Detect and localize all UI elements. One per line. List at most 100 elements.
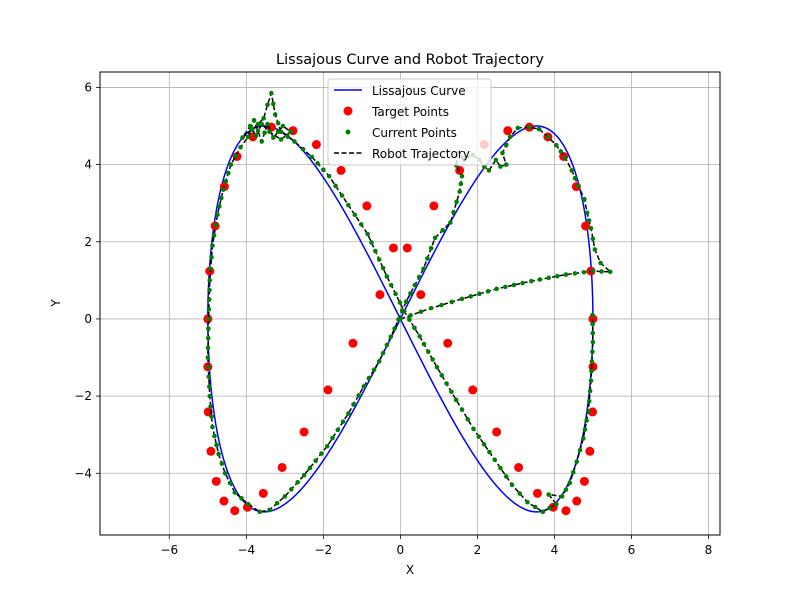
current-point bbox=[537, 277, 543, 282]
current-point bbox=[581, 269, 587, 275]
current-point bbox=[206, 384, 212, 389]
current-point bbox=[249, 127, 255, 133]
current-point bbox=[376, 359, 382, 364]
current-point bbox=[592, 247, 598, 252]
current-point bbox=[207, 393, 213, 399]
current-point bbox=[529, 278, 534, 284]
current-point bbox=[412, 325, 417, 331]
current-point bbox=[206, 364, 211, 370]
current-point bbox=[546, 492, 551, 497]
current-point bbox=[384, 342, 390, 348]
target-point bbox=[468, 385, 478, 395]
current-point bbox=[255, 121, 261, 127]
target-point bbox=[503, 126, 513, 136]
current-point bbox=[380, 265, 386, 271]
current-point bbox=[205, 345, 211, 351]
current-point bbox=[376, 257, 382, 262]
current-point bbox=[265, 121, 270, 127]
current-point bbox=[278, 137, 284, 142]
current-point bbox=[476, 434, 482, 439]
current-point bbox=[280, 123, 286, 129]
target-point bbox=[362, 201, 372, 211]
current-point bbox=[408, 291, 413, 296]
current-point bbox=[498, 164, 503, 169]
target-point bbox=[311, 140, 321, 150]
current-point bbox=[211, 233, 217, 238]
current-point bbox=[498, 465, 503, 471]
current-point bbox=[458, 181, 464, 187]
current-point bbox=[388, 334, 394, 340]
current-point bbox=[238, 144, 243, 150]
current-point bbox=[570, 470, 576, 475]
current-point bbox=[366, 375, 372, 381]
current-point bbox=[228, 162, 234, 167]
current-point bbox=[486, 168, 492, 173]
axes-frame bbox=[99, 71, 721, 536]
current-point bbox=[584, 418, 589, 423]
current-point bbox=[274, 500, 280, 506]
target-point bbox=[388, 243, 398, 253]
current-point bbox=[500, 150, 505, 156]
current-point bbox=[255, 128, 261, 134]
y-tick-label: 6 bbox=[84, 80, 92, 94]
current-point bbox=[540, 509, 546, 515]
current-point bbox=[292, 139, 297, 144]
current-point bbox=[503, 143, 509, 148]
current-point bbox=[205, 355, 211, 360]
current-point bbox=[352, 212, 358, 218]
target-point bbox=[572, 496, 582, 506]
current-point bbox=[448, 220, 453, 225]
current-point bbox=[321, 167, 326, 173]
current-point bbox=[459, 296, 465, 302]
current-point bbox=[208, 404, 213, 409]
current-point bbox=[223, 179, 229, 184]
current-point bbox=[547, 505, 552, 511]
current-point bbox=[206, 306, 212, 312]
x-tick-label: 0 bbox=[397, 543, 405, 557]
target-point bbox=[581, 221, 591, 231]
y-tick-label: 4 bbox=[84, 158, 92, 172]
target-point bbox=[336, 165, 346, 175]
current-point bbox=[326, 173, 332, 179]
current-point bbox=[392, 326, 397, 331]
current-point bbox=[247, 123, 253, 129]
current-point bbox=[562, 155, 568, 160]
legend-swatch-target bbox=[343, 106, 353, 116]
current-point bbox=[209, 414, 214, 419]
current-point bbox=[590, 339, 596, 345]
current-point bbox=[471, 426, 476, 432]
current-point bbox=[511, 282, 517, 288]
current-point bbox=[380, 350, 386, 356]
current-point bbox=[590, 236, 596, 242]
current-point bbox=[554, 501, 559, 507]
current-point bbox=[459, 407, 465, 412]
current-point bbox=[444, 381, 449, 386]
current-point bbox=[554, 273, 560, 279]
current-point bbox=[525, 499, 530, 505]
current-point bbox=[439, 373, 445, 378]
current-point bbox=[416, 274, 422, 280]
current-point bbox=[313, 458, 318, 464]
current-point bbox=[226, 170, 231, 176]
current-point bbox=[270, 101, 276, 107]
current-point bbox=[408, 313, 413, 318]
current-point bbox=[477, 291, 482, 297]
current-point bbox=[346, 202, 351, 208]
current-point bbox=[412, 282, 418, 288]
current-point bbox=[584, 210, 590, 216]
current-point bbox=[206, 374, 212, 380]
current-point bbox=[227, 480, 233, 486]
current-point bbox=[559, 494, 565, 499]
target-point bbox=[585, 446, 595, 456]
current-point bbox=[428, 305, 434, 311]
current-point bbox=[373, 248, 378, 254]
current-point bbox=[219, 195, 224, 201]
current-point bbox=[288, 487, 294, 492]
current-point bbox=[265, 102, 270, 108]
current-point bbox=[487, 449, 492, 455]
current-point bbox=[430, 357, 435, 362]
x-tick-label: 4 bbox=[551, 543, 559, 557]
chart-title: Lissajous Curve and Robot Trajectory bbox=[276, 52, 544, 68]
current-point bbox=[503, 474, 509, 479]
